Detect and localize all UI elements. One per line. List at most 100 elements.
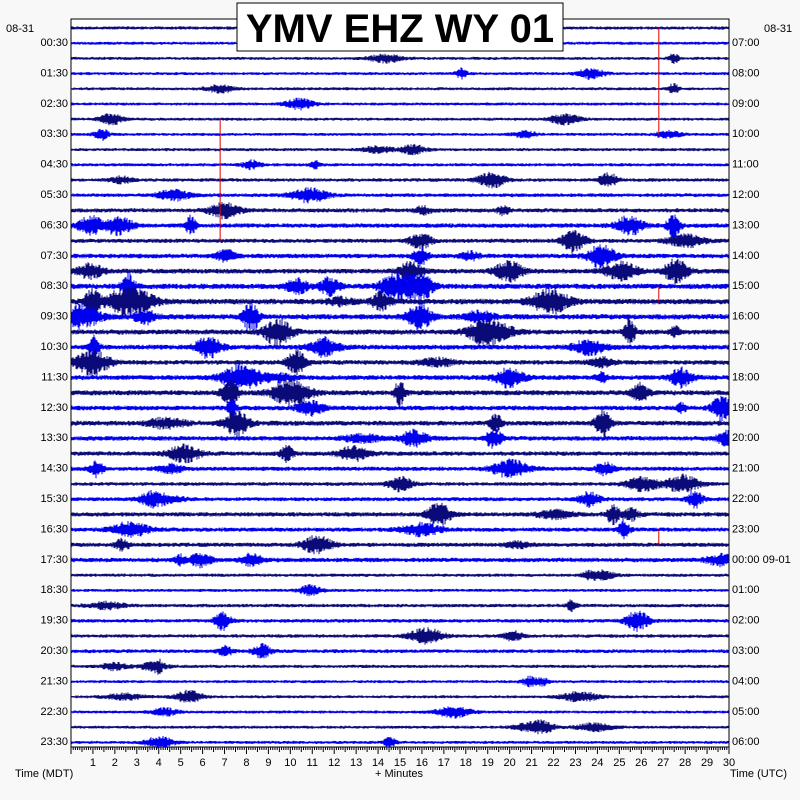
left-time-axis: 00:30 01:30 02:30 03:30 04:30 05:30 06:30 07:30… xyxy=(40,37,68,748)
trace-33 xyxy=(71,502,729,526)
trace-29 xyxy=(71,443,729,464)
left-time-label: 13:30 xyxy=(40,432,68,444)
left-time-label: 15:30 xyxy=(40,493,68,505)
right-time-label: 19:00 xyxy=(732,402,760,414)
x-tick-label: 29 xyxy=(701,757,713,769)
x-tick-label: 26 xyxy=(635,757,647,769)
trace-42 xyxy=(71,643,729,659)
trace-16 xyxy=(71,244,729,269)
x-tick-label: 3 xyxy=(134,757,140,769)
trace-12 xyxy=(71,187,729,204)
x-tick-label: 16 xyxy=(416,757,428,769)
left-time-label: 06:30 xyxy=(40,219,68,231)
x-axis-title: + Minutes xyxy=(375,768,423,780)
left-date-label: 08-31 xyxy=(6,23,34,35)
trace-36 xyxy=(71,552,729,569)
trace-46 xyxy=(71,706,729,719)
x-tick-label: 7 xyxy=(221,757,227,769)
event-markers xyxy=(219,28,660,545)
trace-37 xyxy=(71,569,729,581)
x-tick-label: 15 xyxy=(394,757,406,769)
x-tick-label: 27 xyxy=(657,757,669,769)
x-tick-label: 14 xyxy=(372,757,384,769)
trace-47 xyxy=(71,719,729,735)
x-tick-label: 19 xyxy=(482,757,494,769)
trace-15 xyxy=(71,229,729,254)
left-time-label: 22:30 xyxy=(40,706,68,718)
x-tick-label: 8 xyxy=(243,757,249,769)
plot-frame xyxy=(70,18,730,748)
trace-45 xyxy=(71,689,729,703)
trace-19 xyxy=(71,286,729,317)
x-tick-label: 22 xyxy=(547,757,559,769)
left-time-label: 07:30 xyxy=(40,250,68,262)
x-tick-label: 18 xyxy=(460,757,472,769)
right-date-label: 08-31 xyxy=(764,23,792,35)
left-time-label: 00:30 xyxy=(40,37,68,49)
x-tick-label: 25 xyxy=(613,757,625,769)
x-tick-label: 13 xyxy=(350,757,362,769)
right-time-label: 20:00 xyxy=(732,432,760,444)
left-time-label: 03:30 xyxy=(40,128,68,140)
trace-39 xyxy=(71,599,729,613)
left-time-label: 18:30 xyxy=(40,584,68,596)
left-time-label: 17:30 xyxy=(40,554,68,566)
x-tick-label: 1 xyxy=(90,757,96,769)
left-time-label: 23:30 xyxy=(40,736,68,748)
right-time-label: 23:00 xyxy=(732,523,760,535)
trace-48 xyxy=(71,736,729,749)
right-time-label: 06:00 xyxy=(732,736,760,748)
left-time-label: 05:30 xyxy=(40,189,68,201)
x-axis: 1 2 3 4 5 6 7 8 9 10 11 12 13 14 15 16 17 18 19 20 21 22 23 24 2… xyxy=(70,747,735,769)
trace-38 xyxy=(71,584,729,597)
trace-13 xyxy=(71,202,729,220)
right-time-label: 21:00 xyxy=(732,463,760,475)
trace-17 xyxy=(71,258,729,286)
right-time-label: 11:00 xyxy=(732,159,759,171)
trace-28 xyxy=(71,428,729,449)
right-time-label: 12:00 xyxy=(732,189,760,201)
trace-3 xyxy=(71,53,729,64)
trace-24 xyxy=(71,363,729,392)
left-time-label: 20:30 xyxy=(40,645,68,657)
right-time-label: 00:00 09-01 xyxy=(732,554,791,566)
trace-6 xyxy=(71,97,729,111)
left-time-label: 12:30 xyxy=(40,402,68,414)
right-time-label: 08:00 xyxy=(732,67,760,79)
trace-8 xyxy=(71,129,729,141)
trace-20 xyxy=(71,302,729,331)
x-tick-label: 30 xyxy=(723,757,735,769)
left-axis-title: Time (MDT) xyxy=(15,768,73,780)
right-time-label: 15:00 xyxy=(732,280,760,292)
trace-21 xyxy=(71,317,729,347)
x-tick-label: 2 xyxy=(112,757,118,769)
trace-22 xyxy=(71,334,729,359)
trace-10 xyxy=(71,159,729,171)
left-time-label: 09:30 xyxy=(40,311,68,323)
right-time-label: 01:00 xyxy=(732,584,760,596)
trace-32 xyxy=(71,490,729,509)
left-time-label: 16:30 xyxy=(40,523,68,535)
x-tick-label: 6 xyxy=(200,757,206,769)
x-tick-label: 28 xyxy=(679,757,691,769)
left-time-label: 14:30 xyxy=(40,463,68,475)
right-time-label: 22:00 xyxy=(732,493,760,505)
trace-31 xyxy=(71,473,729,493)
chart-title: YMV EHZ WY 01 xyxy=(246,7,554,51)
right-time-label: 09:00 xyxy=(732,98,760,110)
trace-18 xyxy=(71,271,729,302)
x-tick-label: 11 xyxy=(307,757,318,769)
trace-30 xyxy=(71,458,729,479)
left-time-label: 08:30 xyxy=(40,280,68,292)
right-time-label: 03:00 xyxy=(732,645,760,657)
x-tick-label: 24 xyxy=(591,757,603,769)
trace-27 xyxy=(71,409,729,438)
right-time-label: 07:00 xyxy=(732,37,760,49)
x-tick-label: 12 xyxy=(328,757,340,769)
x-tick-label: 21 xyxy=(525,757,537,769)
left-time-label: 01:30 xyxy=(40,67,68,79)
right-time-label: 04:00 xyxy=(732,675,760,687)
trace-9 xyxy=(71,143,729,156)
trace-35 xyxy=(71,535,729,555)
right-time-label: 10:00 xyxy=(732,128,760,140)
